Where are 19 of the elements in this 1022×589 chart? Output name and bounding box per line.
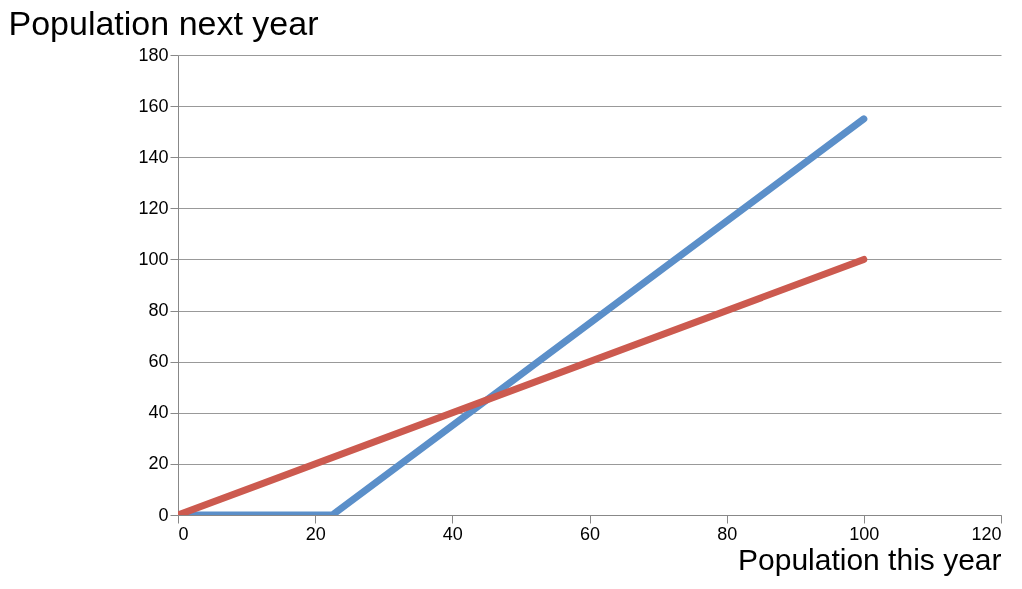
- y-tick-label: 80: [148, 300, 169, 321]
- x-tick-label: 60: [579, 523, 601, 544]
- x-tick-label: 0: [178, 523, 189, 544]
- y-tick-label: 160: [138, 95, 169, 116]
- y-tick-label: 100: [138, 248, 169, 269]
- x-tick-label: 20: [305, 523, 326, 544]
- x-tick-label: 40: [442, 523, 463, 544]
- x-axis-title: Population this year: [738, 542, 1002, 576]
- y-tick-label: 20: [148, 453, 169, 474]
- y-tick-label: 40: [148, 402, 169, 423]
- y-tick-label: 60: [148, 351, 169, 372]
- x-tick-label: 80: [717, 523, 738, 544]
- y-tick-label: 120: [138, 197, 169, 218]
- y-tick-label: 140: [138, 146, 169, 167]
- y-tick-label: 180: [138, 44, 169, 65]
- x-tick-label: 120: [971, 523, 1002, 544]
- y-tick-label: 0: [158, 504, 169, 525]
- x-tick-label: 100: [849, 523, 880, 544]
- y-axis-title: Population next year: [8, 3, 319, 42]
